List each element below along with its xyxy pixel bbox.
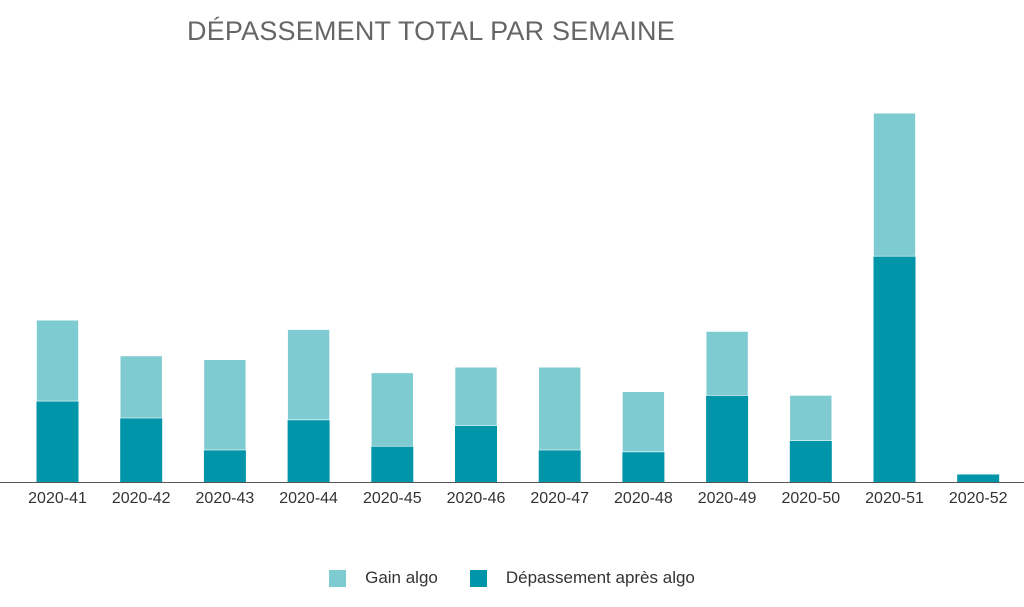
x-tick-label: 2020-47 xyxy=(530,490,589,507)
legend-swatch-gain-algo xyxy=(329,569,347,587)
bar-gain-algo-2020-46 xyxy=(454,366,498,426)
chart-legend: Gain algo Dépassement après algo xyxy=(0,568,1024,588)
legend-item-depassement-apres-algo: Dépassement après algo xyxy=(469,568,695,588)
bar-gain-algo-2020-48 xyxy=(622,391,665,453)
bar-depassement-apres-algo-2020-43 xyxy=(203,450,246,482)
bar-gain-algo-2020-47 xyxy=(538,366,582,451)
legend-swatch-depassement-apres-algo xyxy=(469,569,487,587)
bar-depassement-apres-algo-2020-51 xyxy=(873,256,916,482)
x-tick-label: 2020-52 xyxy=(949,490,1008,507)
x-tick-label: 2020-42 xyxy=(112,490,171,507)
bar-gain-algo-2020-51 xyxy=(873,112,916,257)
x-tick-label: 2020-48 xyxy=(614,490,673,507)
x-tick-label: 2020-51 xyxy=(865,490,924,507)
bar-depassement-apres-algo-2020-52 xyxy=(957,474,1000,482)
bar-depassement-apres-algo-2020-50 xyxy=(789,440,832,482)
bar-depassement-apres-algo-2020-46 xyxy=(455,425,497,482)
bar-depassement-apres-algo-2020-45 xyxy=(371,446,414,482)
bar-gain-algo-2020-49 xyxy=(705,331,749,396)
bar-depassement-apres-algo-2020-49 xyxy=(706,395,749,482)
bar-depassement-apres-algo-2020-42 xyxy=(120,418,163,482)
bar-gain-algo-2020-44 xyxy=(287,329,330,421)
bar-depassement-apres-algo-2020-44 xyxy=(287,419,330,482)
bar-gain-algo-2020-41 xyxy=(36,319,79,402)
legend-label-depassement-apres-algo: Dépassement après algo xyxy=(505,568,695,587)
x-tick-label: 2020-49 xyxy=(698,490,757,507)
bar-gain-algo-2020-43 xyxy=(203,359,247,451)
bar-gain-algo-2020-50 xyxy=(789,395,833,441)
x-tick-label: 2020-44 xyxy=(279,490,338,507)
x-tick-label: 2020-50 xyxy=(781,490,840,507)
bar-depassement-apres-algo-2020-48 xyxy=(622,451,665,482)
x-tick-label: 2020-43 xyxy=(196,490,255,507)
chart-title: DÉPASSEMENT TOTAL PAR SEMAINE xyxy=(187,16,675,46)
x-tick-label: 2020-46 xyxy=(447,490,506,507)
legend-item-gain-algo: Gain algo xyxy=(329,568,438,588)
bar-depassement-apres-algo-2020-47 xyxy=(538,450,581,482)
bar-depassement-apres-algo-2020-41 xyxy=(36,401,79,482)
legend-label-gain-algo: Gain algo xyxy=(365,568,438,587)
bar-gain-algo-2020-45 xyxy=(370,372,414,447)
bar-gain-algo-2020-42 xyxy=(119,355,163,419)
x-tick-label: 2020-41 xyxy=(28,490,87,507)
x-tick-label: 2020-45 xyxy=(363,490,422,507)
